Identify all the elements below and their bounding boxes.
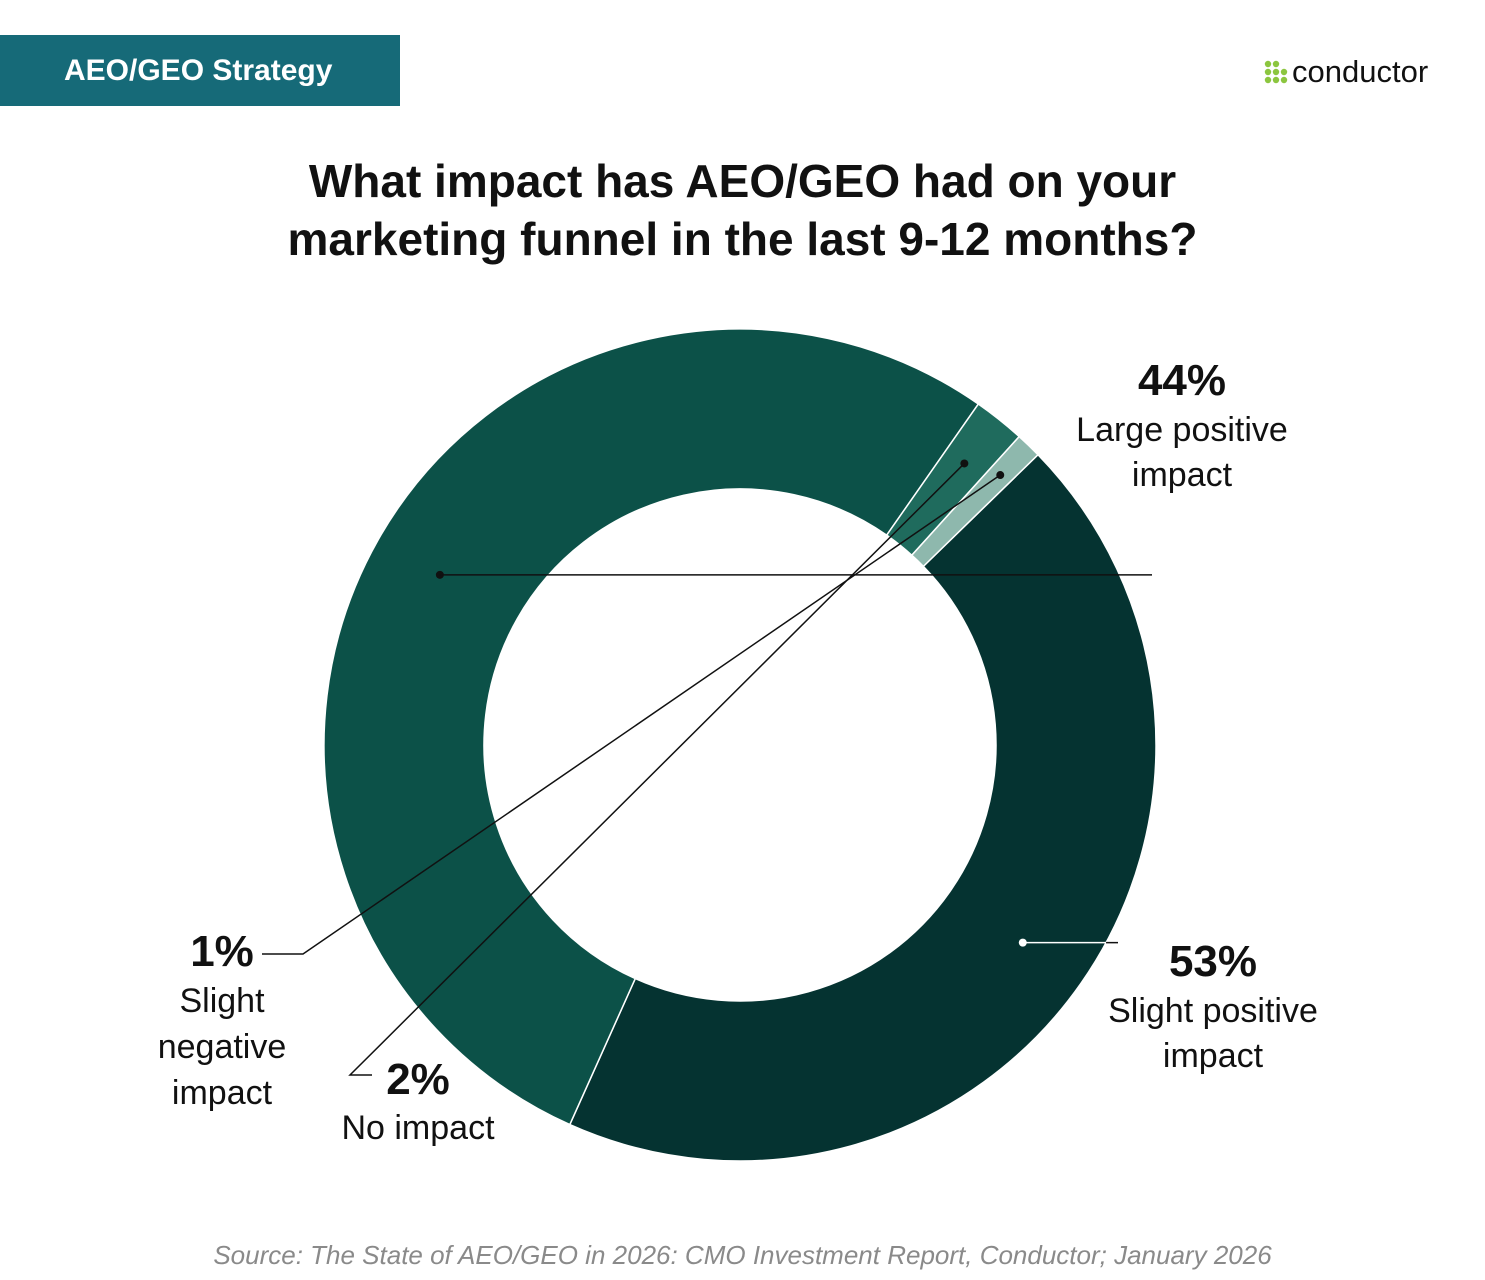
donut-slice-slight-negative-impact xyxy=(910,435,1040,568)
conductor-logo-text: conductor xyxy=(1292,54,1429,89)
source-caption: Source: The State of AEO/GEO in 2026: CM… xyxy=(213,1240,1272,1270)
slice-percent-label: 2% xyxy=(386,1055,450,1104)
slice-labels: 44% Large positive impact 53% Slight positiv… xyxy=(158,356,1318,1147)
category-tag-label: AEO/GEO Strategy xyxy=(64,53,333,87)
slice-percent-label: 1% xyxy=(190,927,254,976)
chart-title-line-1: What impact has AEO/GEO had on your xyxy=(308,155,1177,207)
leader-line xyxy=(348,462,965,1076)
slice-category-label: impact xyxy=(172,1074,273,1112)
category-tag: AEO/GEO Strategy xyxy=(0,35,400,106)
conductor-logo-icon xyxy=(1264,60,1288,84)
slice-category-label: Large positive xyxy=(1076,411,1288,449)
slice-category-label: Slight xyxy=(179,982,265,1020)
chart-title: What impact has AEO/GEO had on your mark… xyxy=(0,152,1485,268)
donut-slice-slight-positive-impact xyxy=(323,328,980,1126)
donut-slice-large-positive-impact xyxy=(568,453,1157,1162)
slice-percent-label: 44% xyxy=(1138,356,1226,405)
chart-title-line-2: marketing funnel in the last 9-12 months… xyxy=(287,213,1198,265)
slice-category-label: impact xyxy=(1163,1037,1264,1075)
donut-slices xyxy=(323,328,1157,1162)
slice-category-label: Slight positive xyxy=(1108,992,1318,1030)
leader-line xyxy=(262,474,1001,955)
slice-category-label: impact xyxy=(1132,456,1233,494)
leader-lines xyxy=(262,459,1152,1076)
slice-category-label: negative xyxy=(158,1028,287,1066)
slice-category-label: No impact xyxy=(341,1109,495,1147)
conductor-logo: conductor xyxy=(1264,52,1428,92)
slice-percent-label: 53% xyxy=(1169,937,1257,986)
